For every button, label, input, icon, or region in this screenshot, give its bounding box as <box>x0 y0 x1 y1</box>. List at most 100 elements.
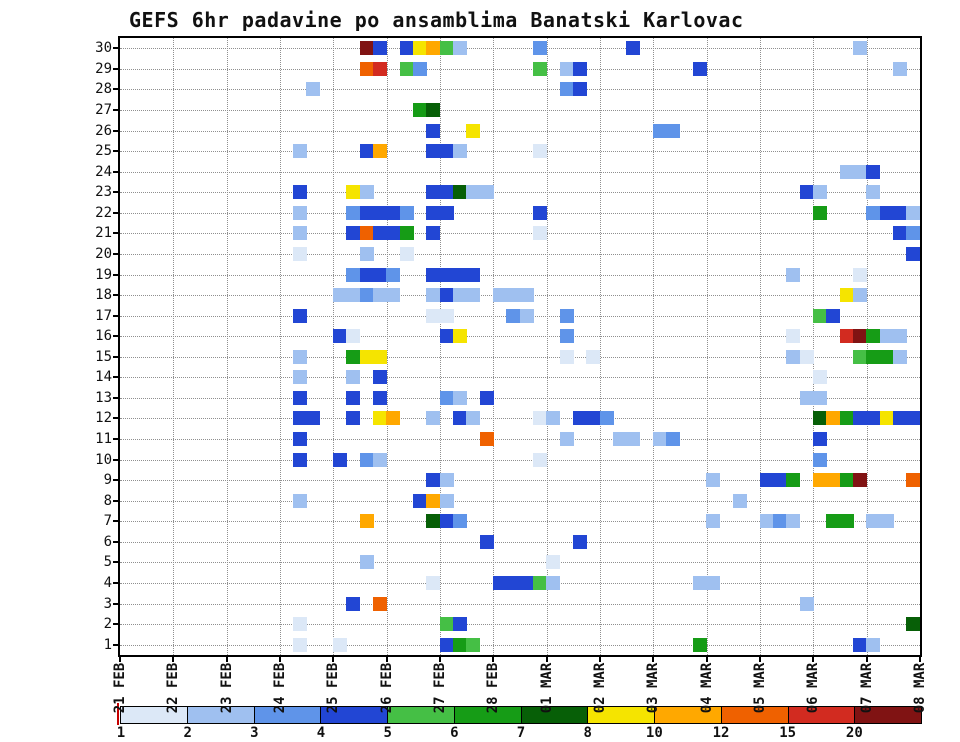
x-tick-mark <box>492 655 495 662</box>
heatmap-cell <box>453 144 467 159</box>
y-tick-mark <box>113 458 120 461</box>
heatmap-cell <box>399 246 414 261</box>
grid-vline <box>600 38 601 655</box>
heatmap-cell <box>853 637 867 652</box>
heatmap-cell <box>426 41 441 56</box>
y-tick-mark <box>113 602 120 605</box>
heatmap-cell <box>773 514 787 529</box>
colorbar-start-mark <box>117 703 119 725</box>
heatmap-cell <box>439 205 454 220</box>
grid-hline <box>120 562 920 564</box>
heatmap-cell <box>293 370 307 385</box>
heatmap-cell <box>519 576 534 591</box>
grid-hline <box>120 336 920 338</box>
grid-hline <box>120 624 920 626</box>
heatmap-cell <box>439 185 454 200</box>
heatmap-cell <box>466 637 481 652</box>
heatmap-cell <box>439 637 454 652</box>
heatmap-cell <box>839 514 854 529</box>
x-tick-mark <box>812 655 815 662</box>
heatmap-cell <box>346 411 361 426</box>
grid-hline <box>120 480 920 482</box>
x-tick-label: 23 FEB <box>218 662 235 714</box>
heatmap-cell <box>439 493 454 508</box>
heatmap-cell <box>439 144 454 159</box>
y-tick-mark <box>113 623 120 626</box>
grid-hline <box>120 603 920 605</box>
grid-hline <box>120 233 920 235</box>
x-tick-label: 25 FEB <box>325 662 342 714</box>
y-tick-mark <box>113 88 120 91</box>
heatmap-cell <box>453 41 467 56</box>
heatmap-cell <box>733 493 747 508</box>
heatmap-cell <box>813 432 827 447</box>
heatmap-cell <box>506 288 521 303</box>
heatmap-cell <box>813 390 827 405</box>
y-tick-label: 10 <box>95 451 112 468</box>
heatmap-cell <box>426 226 441 241</box>
heatmap-cell <box>306 411 321 426</box>
y-tick-mark <box>113 129 120 132</box>
grid-hline <box>120 397 920 399</box>
plot-border <box>118 36 922 657</box>
heatmap-cell <box>853 411 867 426</box>
x-tick-label: 27 FEB <box>432 662 448 714</box>
heatmap-cell <box>426 205 441 220</box>
y-tick-mark <box>113 540 120 543</box>
grid-vline <box>333 38 335 655</box>
grid-vline <box>493 38 495 655</box>
grid-vline <box>386 38 388 655</box>
heatmap-cell <box>866 164 881 179</box>
x-tick-mark <box>545 655 548 662</box>
colorbar-segment <box>721 707 789 723</box>
heatmap-cell <box>359 144 374 159</box>
heatmap-cell <box>879 349 894 364</box>
heatmap-cell <box>439 514 454 529</box>
grid-vline <box>280 38 281 655</box>
heatmap-cell <box>773 473 787 488</box>
heatmap-cell <box>466 123 481 138</box>
y-tick-mark <box>113 499 120 502</box>
y-tick-label: 18 <box>95 287 112 304</box>
heatmap-cell <box>439 308 454 323</box>
x-tick-mark <box>919 655 921 662</box>
heatmap-cell <box>333 329 347 344</box>
x-tick-label: 22 FEB <box>165 662 182 714</box>
heatmap-cell <box>466 267 481 282</box>
colorbar-segment <box>855 707 921 723</box>
y-tick-mark <box>113 273 120 276</box>
heatmap-cell <box>533 144 547 159</box>
y-tick-label: 21 <box>95 225 112 242</box>
grid-hline <box>120 192 920 194</box>
heatmap-cell <box>439 617 454 632</box>
heatmap-cell <box>346 349 361 364</box>
heatmap-cell <box>866 185 881 200</box>
colorbar-label: 20 <box>845 725 863 741</box>
x-tick-mark <box>599 655 601 662</box>
grid-vline <box>760 38 761 655</box>
heatmap-cell <box>426 123 441 138</box>
x-tick-label: 07 MAR <box>858 662 875 714</box>
heatmap-cell <box>453 411 467 426</box>
heatmap-cell <box>533 41 547 56</box>
x-tick-mark <box>172 655 175 662</box>
grid-hline <box>120 418 920 420</box>
y-tick-label: 26 <box>95 122 112 139</box>
heatmap-cell <box>453 185 467 200</box>
y-tick-label: 1 <box>103 636 112 653</box>
y-tick-label: 22 <box>95 204 112 221</box>
grid-hline <box>120 377 920 379</box>
heatmap-cell <box>359 555 374 570</box>
heatmap-cell <box>293 144 307 159</box>
y-tick-mark <box>113 335 120 338</box>
heatmap-cell <box>386 411 401 426</box>
heatmap-cell <box>466 185 481 200</box>
heatmap-cell <box>839 411 854 426</box>
heatmap-cell <box>866 637 881 652</box>
heatmap-cell <box>293 637 307 652</box>
heatmap-cell <box>693 576 707 591</box>
heatmap-cell <box>373 596 387 611</box>
heatmap-cell <box>559 308 574 323</box>
heatmap-cell <box>439 390 454 405</box>
heatmap-cell <box>693 61 707 76</box>
